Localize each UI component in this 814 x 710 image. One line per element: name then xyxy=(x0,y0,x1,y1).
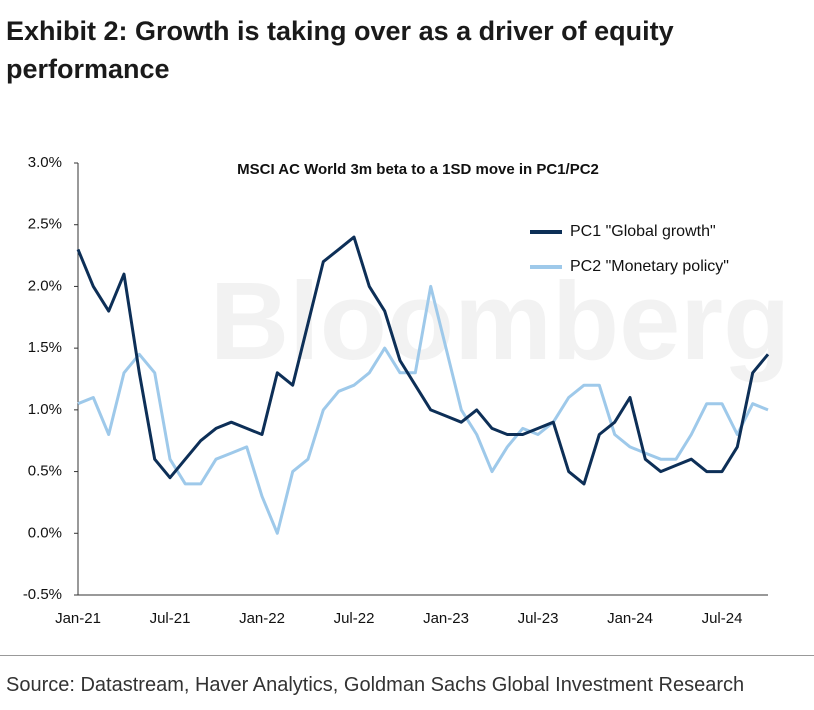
y-tick-label: 1.0% xyxy=(28,401,62,418)
y-tick-label: -0.5% xyxy=(23,586,62,603)
series-line xyxy=(77,284,769,535)
watermark: Bloomberg xyxy=(210,260,791,383)
chart-title: MSCI AC World 3m beta to a 1SD move in P… xyxy=(237,161,599,178)
source: Source: Datastream, Haver Analytics, Gol… xyxy=(6,674,745,696)
x-tick-label: Jan-23 xyxy=(423,610,469,627)
x-tick-label: Jan-22 xyxy=(239,610,285,627)
divider xyxy=(0,655,814,656)
series-line xyxy=(76,235,770,486)
x-tick-label: Jul-22 xyxy=(334,610,375,627)
legend-label: PC2 "Monetary policy" xyxy=(570,258,729,275)
heading: Exhibit 2: Growth is taking over as a dr… xyxy=(6,16,674,84)
x-tick-label: Jul-24 xyxy=(702,610,743,627)
x-tick-label: Jan-21 xyxy=(55,610,101,627)
y-tick-label: 0.5% xyxy=(28,463,62,480)
y-tick-label: 2.0% xyxy=(28,277,62,294)
x-tick-label: Jan-24 xyxy=(607,610,653,627)
legend-label: PC1 "Global growth" xyxy=(570,223,716,240)
y-tick-label: 1.5% xyxy=(28,339,62,356)
y-tick-label: 3.0% xyxy=(28,154,62,171)
x-tick-label: Jul-23 xyxy=(518,610,559,627)
x-tick-label: Jul-21 xyxy=(150,610,191,627)
y-tick-label: 2.5% xyxy=(28,216,62,233)
chart: Bloomberg MSCI AC World 3m beta to a 1SD… xyxy=(23,154,791,627)
y-tick-label: 0.0% xyxy=(28,524,62,541)
